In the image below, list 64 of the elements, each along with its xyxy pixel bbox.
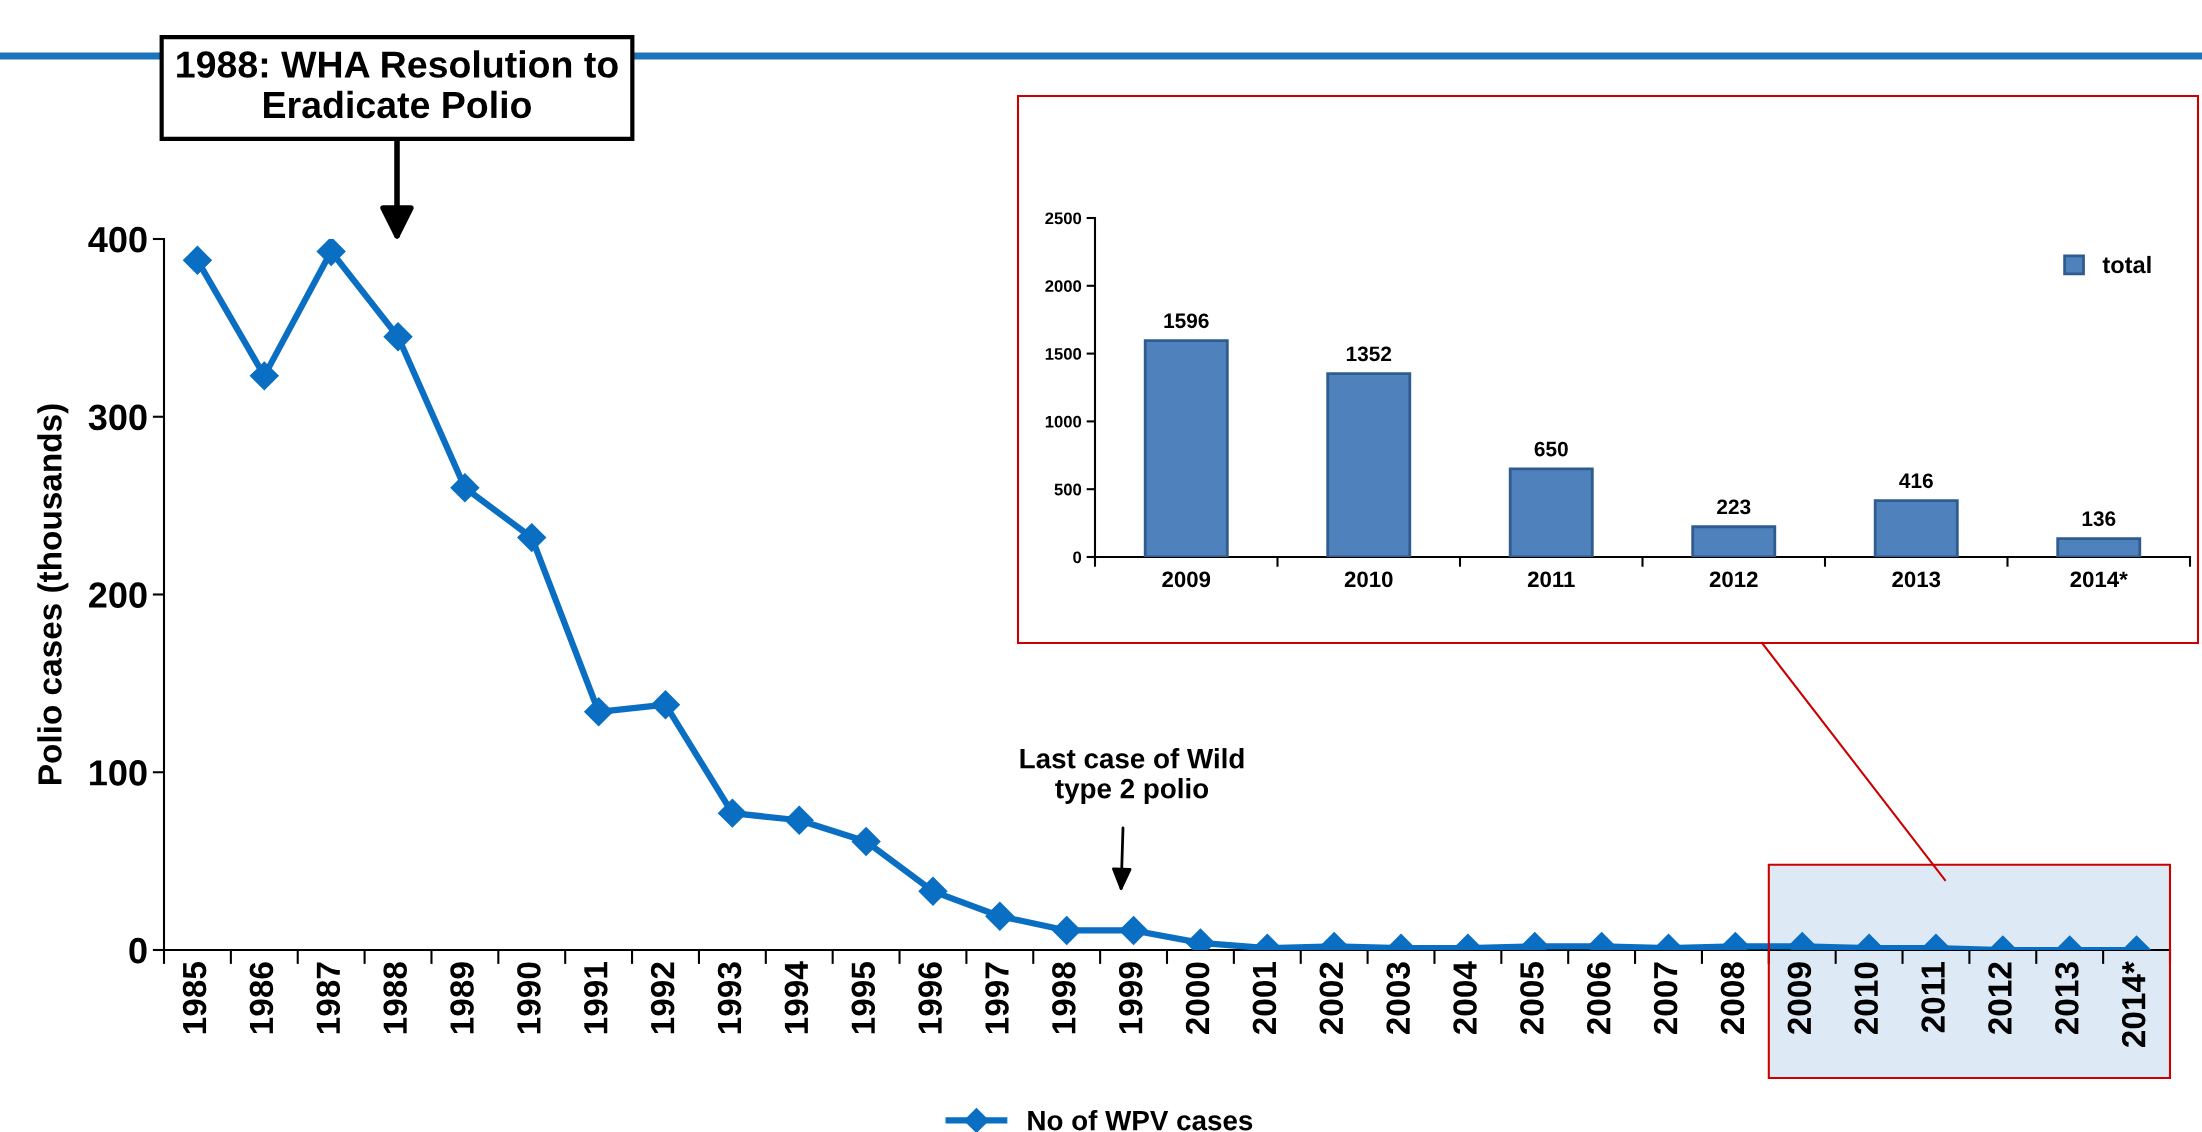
- legend-label: No of WPV cases: [1028, 1110, 1253, 1131]
- x-tick-label: 2011: [1921, 962, 1945, 1033]
- x-tick-label: 1994: [784, 961, 809, 1034]
- x-tick-label: 1996: [918, 962, 942, 1034]
- x-tick-label: 1999: [1118, 962, 1143, 1034]
- y-tick-label: 100: [90, 760, 147, 786]
- x-tick-label: 2013: [1892, 571, 1941, 588]
- x-tick-label: 2008: [1720, 962, 1745, 1035]
- y-tick-label: 1500: [1045, 348, 1082, 360]
- x-tick-label: 2009: [1787, 962, 1812, 1035]
- y-tick-label: 400: [88, 226, 147, 253]
- x-tick-label: 1993: [717, 962, 742, 1034]
- x-tick-label: 1986: [249, 962, 274, 1034]
- x-tick-label: 2010: [1854, 962, 1879, 1035]
- y-tick-label: 0: [129, 937, 147, 964]
- bar: [1326, 372, 1412, 557]
- y-tick-label: 200: [89, 582, 147, 608]
- text: 1988: WHA Resolution to Eradicate Polio: [177, 50, 618, 119]
- x-tick-label: 1998: [1052, 962, 1076, 1034]
- x-tick-label: 2002: [1319, 962, 1344, 1035]
- x-tick-label: 1990: [517, 962, 541, 1034]
- y-tick-label: 0: [1073, 551, 1082, 564]
- x-tick-label: 1988: [383, 962, 407, 1034]
- x-tick-label: 2014*: [2070, 571, 2128, 588]
- x-tick-label: 2009: [1162, 571, 1211, 588]
- data-label: 416: [1899, 473, 1933, 489]
- x-tick-label: 2012: [1709, 571, 1758, 588]
- x-tick-label: 2014*: [2121, 961, 2146, 1048]
- x-tick-label: 2004: [1453, 961, 1477, 1035]
- data-label: 1352: [1346, 346, 1392, 362]
- x-tick-label: 1995: [851, 962, 876, 1034]
- x-tick-label: 1997: [985, 962, 1009, 1034]
- x-tick-label: 2012: [1988, 962, 2012, 1035]
- x-tick-label: 1985: [182, 962, 207, 1034]
- x-tick-label: 2003: [1386, 962, 1411, 1035]
- data-label: 136: [2082, 511, 2116, 527]
- x-tick-label: 1991: [583, 962, 608, 1034]
- x-tick-label: 2000: [1185, 962, 1210, 1035]
- x-tick-label: 2011: [1527, 571, 1575, 588]
- annotation: Last case of Wild type 2 polio: [1020, 748, 1244, 804]
- y-tick-label: 2500: [1045, 212, 1082, 225]
- bar: [1873, 499, 1959, 557]
- y-axis-title: Polio cases (thousands): [37, 404, 69, 784]
- x-tick-label: 2010: [1344, 571, 1393, 588]
- bar: [1143, 339, 1229, 557]
- x-tick-label: 2006: [1586, 962, 1611, 1035]
- bar: [1508, 467, 1594, 557]
- y-tick-label: 2000: [1045, 280, 1082, 292]
- y-tick-label: 1000: [1045, 415, 1082, 428]
- x-tick-label: 1992: [650, 962, 675, 1034]
- x-tick-label: 2007: [1653, 962, 1678, 1035]
- data-label: 650: [1534, 441, 1568, 457]
- x-tick-label: 2013: [2055, 962, 2079, 1035]
- data-label: 223: [1717, 499, 1751, 515]
- legend-label: total: [2102, 255, 2151, 274]
- y-tick-label: 300: [88, 404, 147, 431]
- y-tick-label: 500: [1054, 483, 1082, 496]
- x-tick-label: 2005: [1520, 962, 1544, 1035]
- x-tick-label: 1989: [450, 962, 474, 1034]
- bar: [1691, 525, 1777, 557]
- data-label: 1596: [1164, 313, 1209, 329]
- bar: [2056, 537, 2142, 557]
- x-tick-label: 2001: [1252, 962, 1277, 1035]
- x-tick-label: 1987: [316, 962, 341, 1034]
